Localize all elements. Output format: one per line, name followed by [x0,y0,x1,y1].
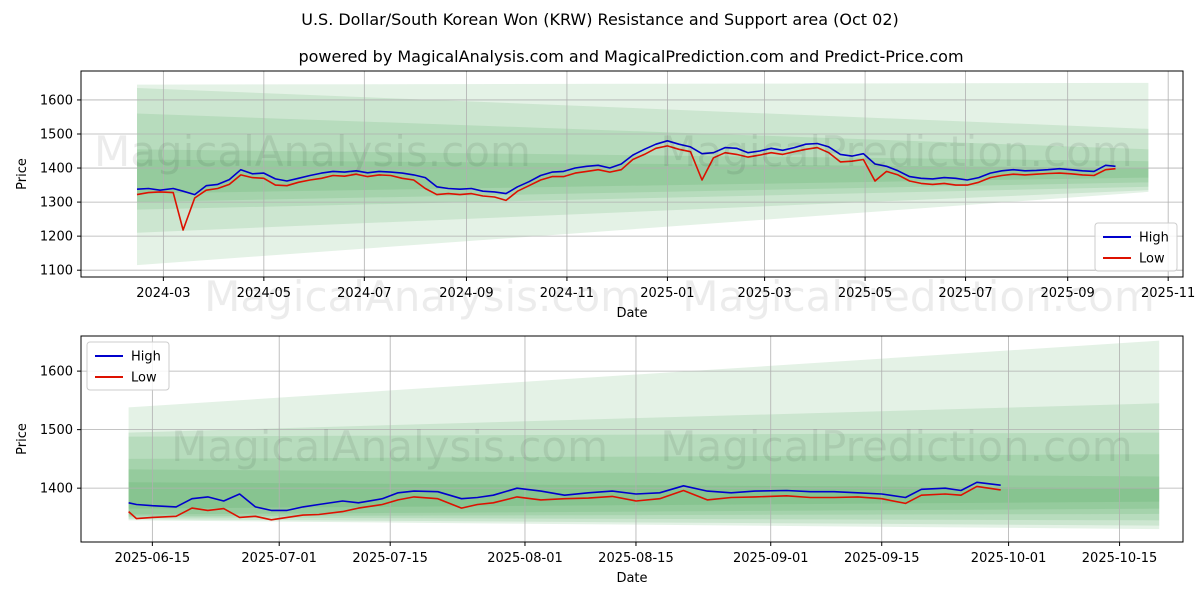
legend-label-low: Low [1139,252,1165,267]
watermark-text: MagicalAnalysis.com [204,272,641,321]
x-tick-label: 2025-07-01 [241,551,317,566]
y-tick-label: 1400 [40,482,73,497]
series-lines [128,481,1001,521]
y-tick-label: 1100 [40,264,73,279]
watermark-text: MagicalPrediction.com [682,272,1155,321]
high-series-line [128,481,1001,512]
band-3 [128,454,1160,517]
band-1 [137,88,1149,233]
x-tick-label: 2025-11 [1141,286,1195,301]
axes-frame [80,70,1184,278]
x-tick-label: 2025-06-15 [115,551,191,566]
chart-subtitle: powered by MagicalAnalysis.com and Magic… [298,47,963,66]
axis-ticks: 2025-06-15 2025-07-01 2025-07-15 2025-08-01… [40,365,1157,566]
chart-title: U.S. Dollar/South Korean Won (KRW) Resis… [301,10,899,29]
support-resistance-bands [128,340,1160,530]
legend-label-high: High [1139,231,1169,246]
band-3 [137,149,1149,203]
watermark-text: MagicalPrediction.com [660,127,1133,176]
x-tick-label: 2025-07-15 [352,551,428,566]
y-tick-label: 1500 [40,423,73,438]
x-tick-label: 2025-08-01 [487,551,563,566]
x-tick-label: 2024-11 [540,286,594,301]
x-tick-label: 2025-03 [737,286,791,301]
x-tick-label: 2025-01 [640,286,694,301]
low-series-line [136,145,1116,231]
band-2 [137,113,1149,210]
y-axis-label: Price [15,423,30,455]
top-chart-panel: MagicalAnalysis.com MagicalPrediction.com… [15,70,1195,321]
axis-ticks: 2024-03 2024-05 2024-07 2024-09 2024-11 2025-… [40,93,1195,301]
y-tick-label: 1600 [40,93,73,108]
band-0 [128,340,1160,530]
legend: High Low [1094,222,1178,272]
x-tick-label: 2025-08-15 [598,551,674,566]
x-axis-label: Date [616,571,647,586]
series-lines [136,140,1116,231]
x-tick-label: 2025-09-01 [733,551,809,566]
bottom-chart-panel: MagicalAnalysis.com MagicalPrediction.com… [15,335,1184,586]
x-tick-label: 2025-05 [838,286,892,301]
high-series-line [136,140,1116,196]
y-axis-label: Price [15,158,30,190]
x-axis-label: Date [616,306,647,321]
x-tick-label: 2025-10-01 [971,551,1047,566]
watermark-text: MagicalPrediction.com [660,422,1133,471]
grid [81,71,1183,277]
y-tick-label: 1400 [40,162,73,177]
band-2 [128,432,1160,521]
y-tick-label: 1200 [40,230,73,245]
band-1 [128,403,1160,526]
y-tick-label: 1600 [40,365,73,380]
legend: High Low [86,341,170,391]
low-series-line [128,485,1001,521]
legend-label-low: Low [131,371,157,386]
legend-label-high: High [131,350,161,365]
x-tick-label: 2024-07 [337,286,391,301]
watermark-text: MagicalAnalysis.com [171,422,608,471]
x-tick-label: 2025-09-15 [844,551,920,566]
x-tick-label: 2025-10-15 [1082,551,1158,566]
axes-frame [80,335,1184,543]
watermark-text: MagicalAnalysis.com [94,127,531,176]
x-tick-label: 2024-09 [439,286,493,301]
y-tick-label: 1500 [40,127,73,142]
x-tick-label: 2025-09 [1041,286,1095,301]
x-tick-label: 2024-03 [136,286,190,301]
x-tick-label: 2025-07 [938,286,992,301]
x-tick-label: 2024-05 [237,286,291,301]
plot-area [81,336,1183,542]
y-tick-label: 1300 [40,196,73,211]
band-0 [137,82,1149,266]
grid [81,336,1183,542]
